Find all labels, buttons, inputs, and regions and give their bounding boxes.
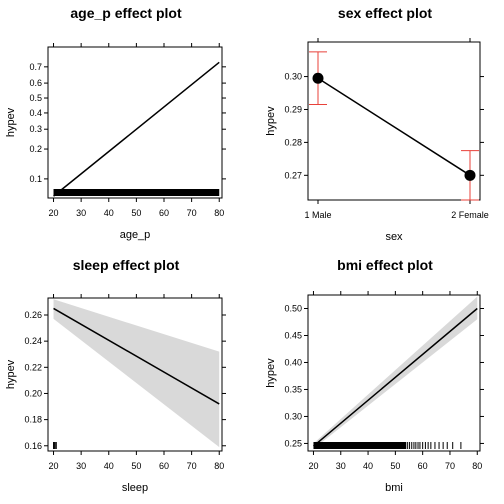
plot-frame (307, 294, 481, 452)
x-tick-label: 30 (76, 208, 86, 218)
y-tick-label: 0.16 (24, 441, 42, 451)
x-tick-label: 50 (131, 461, 141, 471)
y-tick-label: 0.27 (284, 170, 302, 180)
y-tick-label: 0.22 (24, 362, 42, 372)
x-tick-label: 60 (418, 461, 428, 471)
panel-title: bmi effect plot (337, 257, 433, 273)
panel-2: sex effect plot 0.27 0.28 0.29 0.30 1 Male 2 F… (265, 5, 489, 243)
y-tick-label: 0.35 (284, 384, 302, 394)
y-tick-label: 0.4 (29, 108, 42, 118)
y-tick-label: 0.30 (284, 411, 302, 421)
y-tick-label: 0.6 (29, 78, 42, 88)
x-tick-label: 1 Male (304, 210, 331, 220)
x-axis-label: sex (385, 231, 403, 243)
x-tick-label: 30 (336, 461, 346, 471)
y-tick-label: 0.30 (284, 72, 302, 82)
x-tick-label: 2 Female (451, 210, 489, 220)
y-tick-label: 0.3 (29, 124, 42, 134)
x-tick-label: 50 (390, 461, 400, 471)
panel-3: sleep effect plot 0.16 0.18 0.20 0.22 0.24 0.2… (5, 257, 226, 494)
y-tick-label: 0.28 (284, 137, 302, 147)
x-axis-label: age_p (120, 229, 151, 241)
x-tick-label: 70 (445, 461, 455, 471)
x-tick-label: 20 (49, 461, 59, 471)
x-tick-label: 50 (131, 208, 141, 218)
x-tick-label: 70 (187, 208, 197, 218)
plot-frame (47, 297, 223, 452)
x-tick-label: 30 (76, 461, 86, 471)
y-axis-label: hypev (265, 106, 277, 136)
x-tick-label: 60 (159, 208, 169, 218)
rug-band (313, 442, 407, 449)
x-tick-label: 20 (49, 208, 59, 218)
confidence-band (53, 299, 220, 448)
x-tick-label: 20 (308, 461, 318, 471)
plot-frame (307, 41, 481, 201)
x-tick-label: 80 (214, 461, 224, 471)
x-tick-label: 40 (104, 461, 114, 471)
x-tick-label: 60 (159, 461, 169, 471)
y-tick-label: 0.5 (29, 93, 42, 103)
x-tick-label: 70 (187, 461, 197, 471)
y-tick-label: 0.26 (24, 310, 42, 320)
x-axis-label: sleep (122, 482, 148, 494)
series-line (317, 77, 471, 176)
plot-frame (47, 46, 223, 199)
y-tick-label: 0.7 (29, 62, 42, 72)
y-tick-label: 0.25 (284, 438, 302, 448)
x-tick-label: 80 (472, 461, 482, 471)
panel-4: bmi effect plot 0.25 0.30 0.35 0.40 0.45 0.50 2… (265, 257, 484, 494)
x-tick-label: 40 (363, 461, 373, 471)
fit-line (53, 61, 220, 197)
data-point (312, 72, 324, 84)
y-tick-label: 0.2 (29, 144, 42, 154)
y-tick-label: 0.24 (24, 336, 42, 346)
x-tick-label: 40 (104, 208, 114, 218)
y-tick-label: 0.20 (24, 388, 42, 398)
y-tick-label: 0.29 (284, 104, 302, 114)
panel-title: sleep effect plot (73, 257, 180, 273)
y-tick-label: 0.40 (284, 357, 302, 367)
x-tick-label: 80 (214, 208, 224, 218)
data-point (464, 169, 476, 181)
rug-band (53, 189, 220, 196)
y-tick-label: 0.18 (24, 415, 42, 425)
panel-title: sex effect plot (338, 5, 432, 21)
y-axis-label: hypev (5, 359, 17, 389)
y-tick-label: 0.45 (284, 330, 302, 340)
y-axis-label: hypev (5, 107, 17, 137)
panel-title: age_p effect plot (70, 5, 182, 21)
y-axis-label: hypev (265, 358, 277, 388)
fit-line (53, 307, 220, 405)
y-tick-label: 0.1 (29, 174, 42, 184)
panel-1: age_p effect plot 0.1 0.2 0.3 0.4 0.5 0.6 0.7 20… (5, 5, 226, 241)
fit-line (312, 307, 478, 447)
y-tick-label: 0.50 (284, 303, 302, 313)
x-axis-label: bmi (385, 482, 403, 494)
